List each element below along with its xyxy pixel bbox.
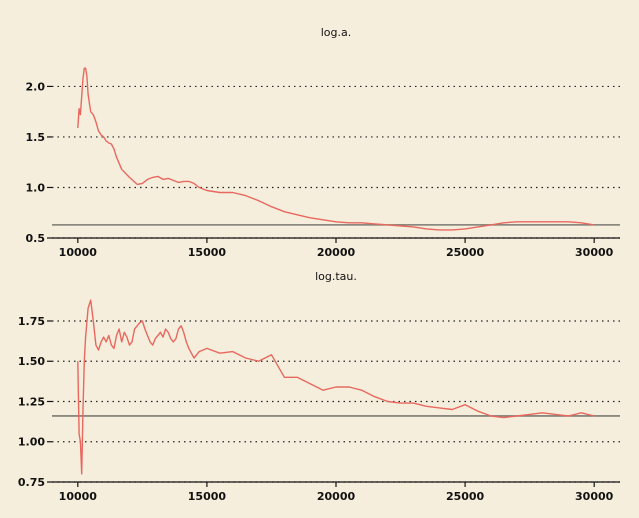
chart-title: log.a. (321, 26, 352, 39)
log-tau-panel: log.tau. 0.75 1.00 1.25 1.50 1.75 10000 15000 20… (18, 270, 620, 503)
y-tick-label: 1.75 (18, 315, 45, 328)
y-tick-label: 1.00 (18, 436, 45, 449)
x-tick-label: 25000 (446, 490, 485, 503)
x-tick-label: 20000 (317, 246, 356, 259)
y-tick-label: 2.0 (26, 80, 46, 93)
x-tick-label: 15000 (188, 490, 227, 503)
y-tick-label: 0.75 (18, 476, 45, 489)
series-trace-line (77, 67, 595, 231)
x-tick-label: 15000 (188, 246, 227, 259)
y-tick-label: 0.5 (26, 232, 46, 245)
x-tick-label: 10000 (59, 490, 98, 503)
y-tick-label: 1.50 (18, 355, 45, 368)
y-tick-label: 1.25 (18, 395, 45, 408)
x-tick-label: 30000 (575, 246, 614, 259)
chart-title: log.tau. (315, 270, 357, 283)
y-tick-label: 1.0 (26, 181, 46, 194)
log-a-panel: log.a. 0.5 1.0 1.5 2.0 10000 15000 20000 25000 30… (26, 26, 620, 259)
x-tick-label: 10000 (59, 246, 98, 259)
y-tick-label: 1.5 (26, 131, 46, 144)
x-tick-label: 25000 (446, 246, 485, 259)
x-tick-label: 30000 (575, 490, 614, 503)
series-trace-line (77, 299, 595, 475)
x-tick-label: 20000 (317, 490, 356, 503)
